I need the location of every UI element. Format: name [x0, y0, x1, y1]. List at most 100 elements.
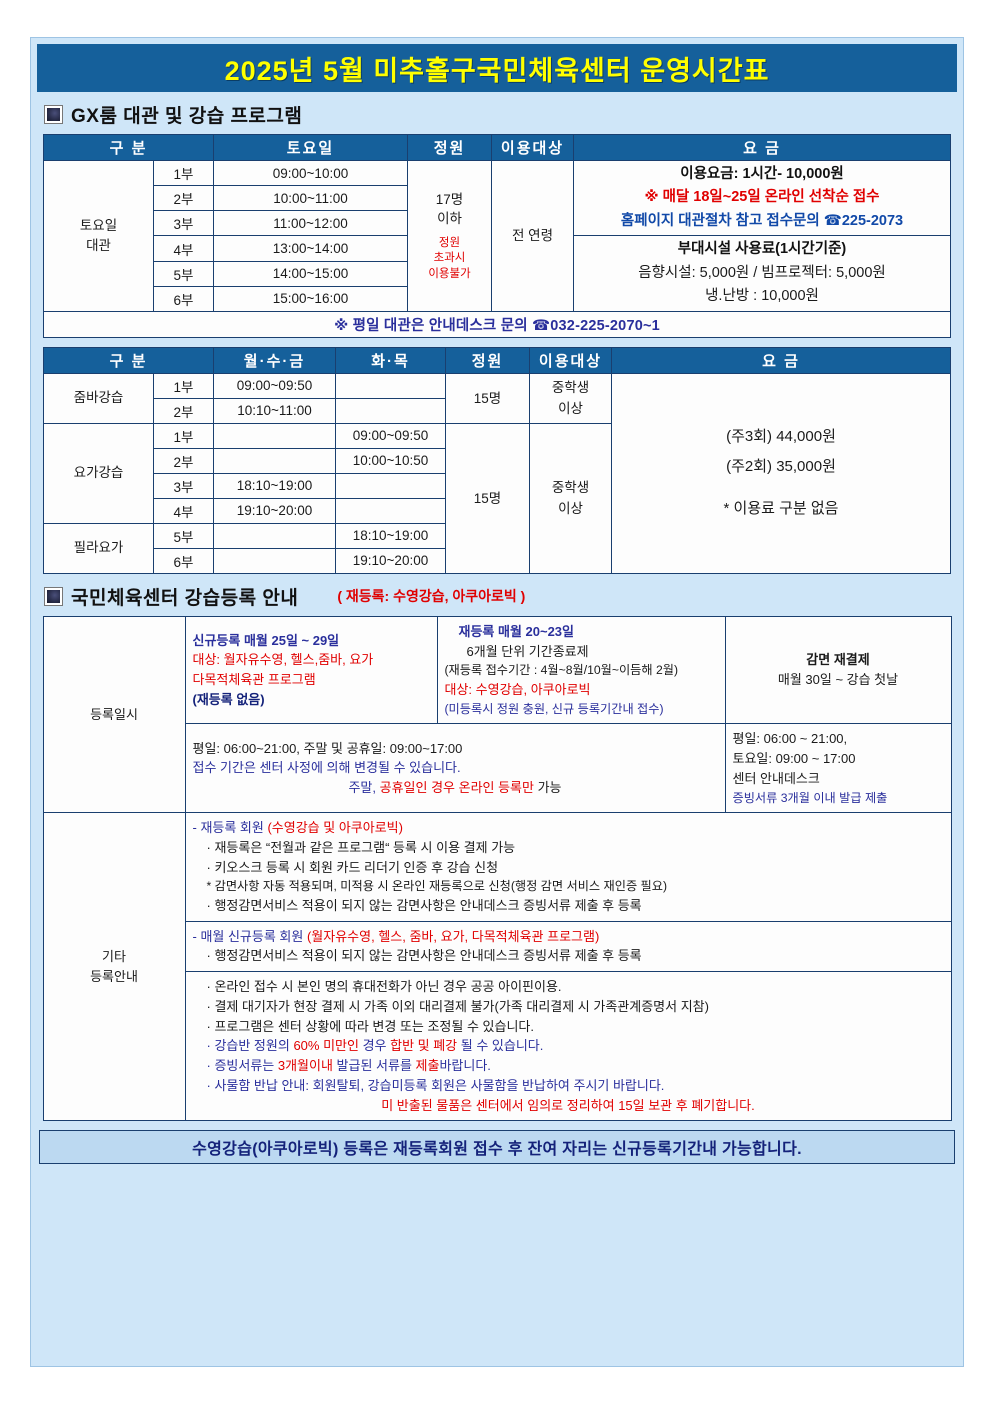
other-label-line-1: 기타	[102, 949, 126, 965]
new-reg-gym-program: 다목적체육관 프로그램	[192, 672, 316, 688]
cell-part: 1부	[153, 422, 214, 449]
re-reg-term-detail: (재등록 접수기간 : 4월~8월/10월~이듬해 2월)	[444, 663, 679, 678]
notes1-item-4: · 행정감면서비스 적용이 되지 않는 감면사항은 안내데스크 증빙서류 제출 …	[206, 897, 642, 913]
notes2-heading: - 매월 신규등록 회원 (월자유수영, 헬스, 줌바, 요가, 다목적체육관 …	[193, 927, 944, 947]
new-reg-no-rereg: (재등록 없음)	[192, 691, 265, 707]
col-header-division: 구 분	[43, 134, 214, 161]
cell-time-tt	[335, 472, 446, 499]
desk-location: 센터 안내데스크	[732, 770, 820, 786]
notes1-item-2: · 키오스크 등록 시 회원 카드 리더기 인증 후 강습 신청	[206, 859, 499, 875]
cell-notes-new-registration: - 매월 신규등록 회원 (월자유수영, 헬스, 줌바, 요가, 다목적체육관 …	[184, 920, 952, 973]
fee-usage-rate: 이용요금: 1시간- 10,000원	[680, 166, 844, 182]
bottom-notice-banner: 수영강습(아쿠아로빅) 등록은 재등록회원 접수 후 잔여 자리는 신규등록기간…	[39, 1130, 955, 1165]
cell-operating-hours: 평일: 06:00~21:00, 주말 및 공휴일: 09:00~17:00 접…	[184, 723, 726, 814]
cell-time-tt	[335, 397, 446, 424]
other-label-line-2: 등록안내	[90, 968, 138, 984]
cell-time-tt: 19:10~20:00	[335, 547, 446, 574]
cell-time-tt	[335, 497, 446, 524]
cell-capacity-zumba: 15명	[445, 372, 530, 424]
table-row: 줌바강습 1부 09:00~09:50 15명 중학생 이상 (주3회) 44,…	[43, 372, 951, 574]
notes3-item-3: · 프로그램은 센터 상황에 따라 변경 또는 조정될 수 있습니다.	[206, 1018, 535, 1034]
re-reg-target: 대상: 수영강습, 아쿠아로빅	[444, 681, 591, 697]
new-reg-period: 신규등록 매월 25일 ~ 29일	[192, 632, 340, 648]
cell-time: 10:00~11:00	[213, 185, 408, 212]
cell-re-registration: 재등록 매월 20~23일 6개월 단위 기간종료제 (재등록 접수기간 : 4…	[436, 615, 726, 725]
table-row: 3부 11:00~12:00	[44, 210, 951, 237]
notes2-heading-part-a: - 매월 신규등록 회원	[192, 928, 307, 944]
notes1-item-3: * 감면사항 자동 적용되며, 미적용 시 온라인 재등록으로 신청(행정 감면…	[206, 879, 668, 894]
capacity-warning-line-1: 정원	[438, 236, 461, 249]
cell-category-yoga: 요가강습	[43, 422, 154, 524]
facility-fee-sound: 음향시설: 5,000원 / 빔프로젝터: 5,000원	[638, 264, 886, 281]
cell-part: 1부	[153, 159, 214, 187]
capacity-warning-line-3: 이용불가	[428, 267, 471, 280]
cell-fee-rental: 이용요금: 1시간- 10,000원 ※ 매달 18일~25일 온라인 선착순 …	[573, 159, 951, 237]
notes3-item-4: · 강습반 정원의 60% 미만인 경우 합반 및 폐강 될 수 있습니다.	[193, 1036, 944, 1056]
re-reg-6month-term: 6개월 단위 기간종료제	[466, 643, 589, 659]
row-label-other-registration-info: 기타 등록안내	[42, 812, 186, 1122]
facility-fee-title: 부대시설 사용료(1시간기준)	[677, 241, 847, 258]
capacity-warning-line-2: 초과시	[433, 252, 466, 265]
cell-notes-general: · 온라인 접수 시 본인 명의 휴대전화가 아닌 경우 공공 아이핀이용. ·…	[184, 971, 952, 1122]
notes1-heading-part-b: (수영강습 및 아쿠아로빅)	[267, 820, 403, 836]
notes1-heading: - 재등록 회원 (수영강습 및 아쿠아로빅)	[193, 818, 944, 838]
table-row: 기타 등록안내 - 재등록 회원 (수영강습 및 아쿠아로빅) · 재등록은 “…	[42, 812, 952, 1122]
notes3-item-1: · 온라인 접수 시 본인 명의 휴대전화가 아닌 경우 공공 아이핀이용.	[206, 979, 562, 995]
cell-front-desk-info: 평일: 06:00 ~ 21:00, 토요일: 09:00 ~ 17:00 센터…	[724, 723, 952, 814]
desk-saturday-hours: 토요일: 09:00 ~ 17:00	[732, 751, 856, 766]
notes3-item-2: · 결제 대기자가 현장 결제 시 가족 이외 대리결제 불가(가족 대리결제 …	[206, 998, 709, 1014]
discount-period: 매월 30일 ~ 강습 첫날	[777, 672, 899, 688]
fee-2-times-week: (주2회) 35,000원	[726, 458, 836, 476]
cell-part: 2부	[153, 185, 214, 212]
notes3-item7-part-a: 미 반출된 물품은 센터에서 임의로 정리하여	[381, 1097, 619, 1113]
square-bullet-icon	[45, 106, 62, 123]
weekday-class-table: 구 분 월·수·금 화·목 정원 이용대상 요 금 줌바강습 1부 09:00~…	[43, 346, 951, 574]
notes2-heading-part-b: (월자유수영, 헬스, 줌바, 요가, 다목적체육관 프로그램)	[306, 928, 600, 944]
cell-part: 1부	[153, 372, 214, 399]
capacity-warning: 정원 초과시 이용불가	[411, 236, 488, 283]
table-row: 2부 10:00~11:00	[44, 185, 951, 212]
hours-online-part-c: 온라인 등록만	[458, 780, 534, 796]
table-header-row: 구 분 토요일 정원 이용대상 요 금	[43, 134, 951, 161]
hours-online-part-d: 가능	[533, 780, 562, 796]
notes3-item5-part-b: 3개월이내	[277, 1058, 333, 1074]
capacity-line-1: 17명	[435, 191, 464, 207]
re-reg-period: 재등록 매월 20~23일	[458, 623, 575, 639]
notes3-item5-part-a: · 증빙서류는	[206, 1058, 278, 1074]
facility-fee-hvac: 냉.난방 : 10,000원	[705, 288, 819, 305]
hours-online-part-b: 공휴일인 경우	[379, 780, 459, 796]
col-header-division: 구 분	[43, 346, 214, 374]
col-header-saturday: 토요일	[213, 134, 408, 161]
cell-time-mwf	[213, 547, 336, 574]
square-bullet-icon	[45, 587, 62, 605]
col-header-fee: 요 금	[611, 346, 951, 374]
document-title-bar: 2025년 5월 미추홀구국민체육센터 운영시간표	[37, 44, 957, 92]
fee-no-distinction-note: * 이용료 구분 없음	[723, 500, 839, 518]
re-reg-unregistered-note: (미등록시 정원 충원, 신규 등록기간내 접수)	[444, 701, 664, 716]
saturday-rental-table: 구 분 토요일 정원 이용대상 요 금 토요일 대관 1부 09:00~10:0…	[43, 134, 951, 338]
notes3-item7-part-c: 보관 후 폐기합니다.	[644, 1097, 755, 1113]
notes3-item5-part-d: 제출	[415, 1058, 440, 1074]
notes3-item4-part-c: 경우	[358, 1038, 391, 1054]
cell-category-zumba: 줌바강습	[43, 372, 154, 424]
cell-time-tt: 09:00~09:50	[335, 422, 446, 449]
table-row: 요가강습 1부 09:00~09:50 15명 중학생 이상	[43, 422, 951, 574]
fee-online-notice: ※ 매달 18일~25일 온라인 선착순 접수	[644, 189, 880, 206]
cell-discount-repayment: 감면 재결제 매월 30일 ~ 강습 첫날	[724, 615, 952, 725]
hours-change-notice: 접수 기간은 센터 사정에 의해 변경될 수 있습니다.	[192, 760, 461, 776]
notes3-item5-part-e: 바랍니다.	[439, 1058, 491, 1074]
capacity-line-2: 이하	[437, 211, 462, 227]
cell-part: 6부	[153, 547, 214, 574]
cell-fee-class: (주3회) 44,000원 (주2회) 35,000원 * 이용료 구분 없음	[611, 372, 951, 574]
cell-time-mwf: 09:00~09:50	[213, 372, 336, 399]
notes3-item-5: · 증빙서류는 3개월이내 발급된 서류를 제출바랍니다.	[193, 1056, 944, 1076]
table-row: 6부 19:10~20:00	[44, 547, 951, 574]
section2-heading-label: 국민체육센터 강습등록 안내	[71, 587, 299, 609]
category-line-1: 토요일	[79, 217, 118, 233]
cell-part: 5부	[153, 260, 214, 287]
cell-target-yoga: 중학생 이상	[529, 422, 612, 574]
cell-category-pilates-yoga: 필라요가	[43, 522, 154, 574]
cell-capacity: 17명 이하 정원 초과시 이용불가	[407, 160, 492, 312]
cell-time-mwf: 10:10~11:00	[213, 397, 336, 424]
target-line-1: 중학생	[551, 479, 590, 495]
